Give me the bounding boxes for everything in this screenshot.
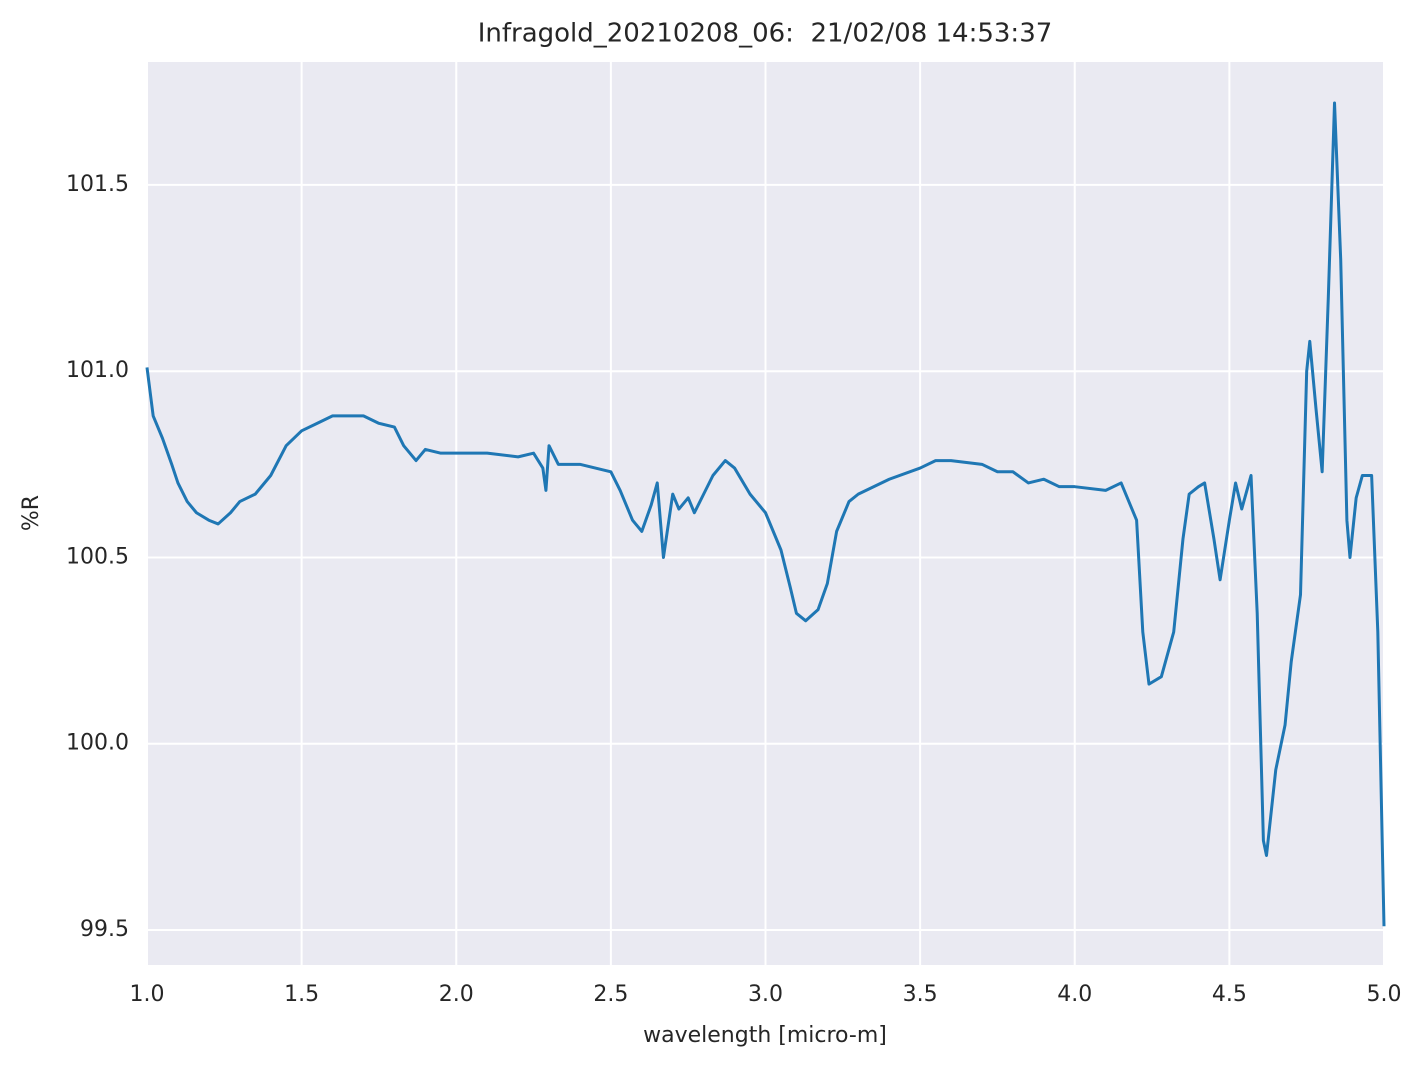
y-tick-label: 100.5 xyxy=(66,544,129,569)
data-line xyxy=(145,101,1386,927)
y-tick-label: 101.0 xyxy=(66,358,129,383)
x-tick-label: 2.5 xyxy=(593,982,628,1007)
x-tick-label: 1.5 xyxy=(284,982,319,1007)
x-tick-label: 3.5 xyxy=(903,982,938,1007)
chart-title: Infragold_20210208_06: 21/02/08 14:53:37 xyxy=(478,19,1053,49)
y-tick-label: 100.0 xyxy=(66,731,129,756)
x-tick-label: 1.0 xyxy=(130,982,165,1007)
x-axis-label: wavelength [micro-m] xyxy=(643,1023,887,1048)
x-tick-label: 3.0 xyxy=(748,982,783,1007)
x-tick-label: 2.0 xyxy=(439,982,474,1007)
y-axis-label: %R xyxy=(19,495,44,531)
x-tick-label: 4.0 xyxy=(1057,982,1092,1007)
y-tick-label: 101.5 xyxy=(66,172,129,197)
x-tick-label: 5.0 xyxy=(1367,982,1402,1007)
x-tick-label: 4.5 xyxy=(1212,982,1247,1007)
y-tick-label: 99.5 xyxy=(80,917,129,942)
